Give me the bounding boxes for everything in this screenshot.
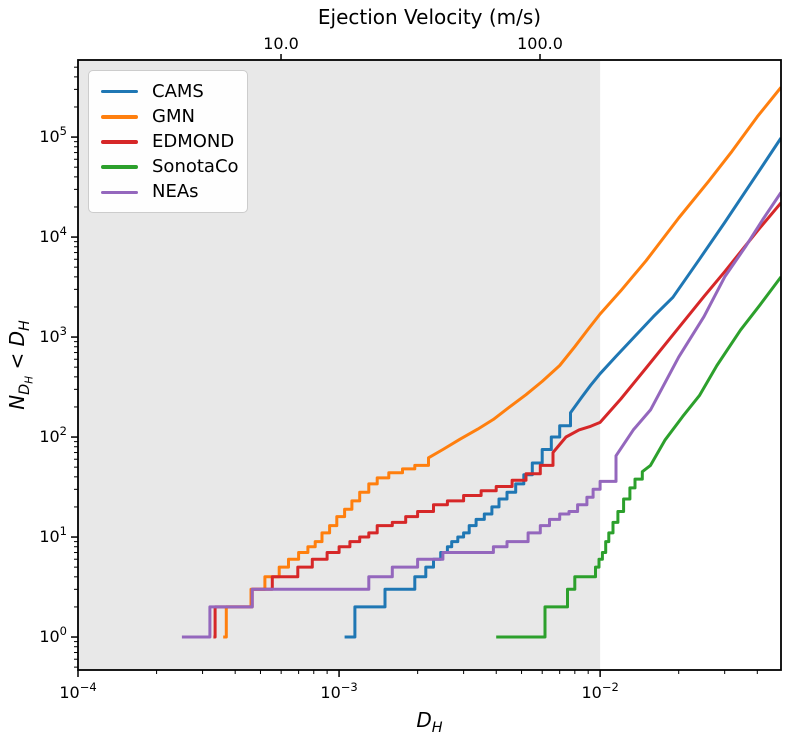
legend-swatch-EDMOND bbox=[101, 140, 138, 144]
top-axis-title: Ejection Velocity (m/s) bbox=[318, 5, 541, 29]
y-tick-label: 105 bbox=[39, 124, 67, 146]
legend-item-GMN: GMN bbox=[101, 104, 237, 129]
legend-item-SonotaCo: SonotaCo bbox=[101, 155, 239, 180]
legend-item-NEAs: NEAs bbox=[101, 180, 237, 205]
legend-item-EDMOND: EDMOND bbox=[101, 129, 237, 154]
y-axis: 100 101 102 103 104 105 NDH < DH bbox=[5, 66, 78, 668]
series-group bbox=[181, 86, 781, 639]
series-line-CAMS bbox=[344, 137, 781, 639]
legend-label: EDMOND bbox=[152, 131, 235, 152]
legend-label: GMN bbox=[152, 105, 195, 127]
x-tick-label: 10−2 bbox=[581, 680, 618, 702]
legend-item-CAMS: CAMS bbox=[101, 79, 237, 104]
top-tick-label: 100.0 bbox=[517, 34, 563, 53]
top-axis: 10.0 100.0 Ejection Velocity (m/s) bbox=[263, 5, 563, 60]
y-tick-label: 102 bbox=[39, 424, 67, 446]
x-tick-label: 10−3 bbox=[320, 680, 357, 702]
y-tick-label: 101 bbox=[39, 524, 67, 546]
legend-label: NEAs bbox=[152, 181, 199, 203]
legend-swatch-SonotaCo bbox=[101, 165, 138, 169]
y-tick-label: 100 bbox=[39, 624, 67, 646]
y-tick-label: 104 bbox=[39, 224, 67, 246]
axes-spines bbox=[77, 59, 782, 671]
legend-swatch-NEAs bbox=[101, 190, 138, 195]
legend-label: CAMS bbox=[152, 80, 204, 102]
series-line-SonotaCo bbox=[496, 276, 781, 639]
top-tick-label: 10.0 bbox=[263, 34, 299, 53]
y-tick-label: 103 bbox=[39, 324, 67, 346]
legend-swatch-CAMS bbox=[101, 89, 138, 94]
series-line-NEAs bbox=[181, 191, 781, 639]
y-axis-label: NDH < DH bbox=[5, 320, 36, 410]
legend: CAMS GMN EDMOND SonotaCo NEAs bbox=[88, 70, 248, 213]
x-axis: 10−4 10−3 10−2 DH bbox=[59, 670, 758, 736]
x-tick-label: 10−4 bbox=[59, 680, 96, 702]
series-line-EDMOND bbox=[213, 201, 781, 639]
x-axis-label: DH bbox=[416, 708, 442, 736]
legend-swatch-GMN bbox=[101, 115, 138, 119]
series-line-GMN bbox=[223, 86, 781, 639]
legend-label: SonotaCo bbox=[152, 156, 239, 178]
